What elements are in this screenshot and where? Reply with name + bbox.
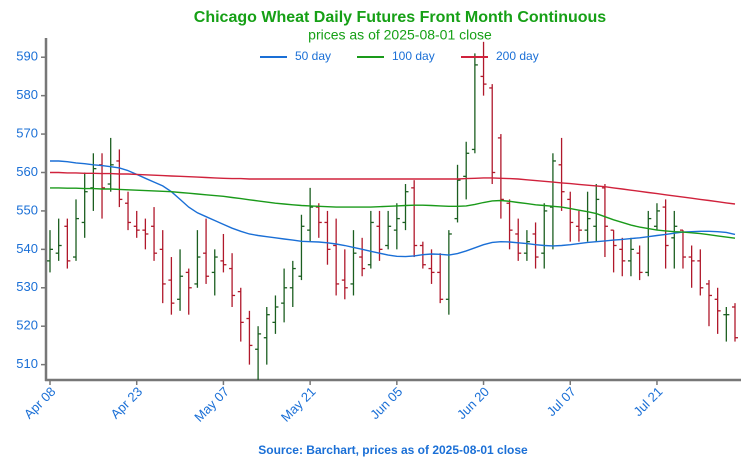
legend-label: 200 day [496,49,539,63]
x-tick-label: Apr 23 [108,384,146,422]
y-tick-label: 550 [16,202,38,217]
y-tick-label: 530 [16,279,38,294]
chart-subtitle: prices as of 2025-08-01 close [308,27,492,43]
y-tick-label: 540 [16,241,38,256]
x-tick-label: May 21 [278,384,319,425]
y-tick-label: 510 [16,356,38,371]
x-tick-label: Jun 20 [454,384,492,422]
x-tick-label: Jun 05 [367,384,405,422]
y-tick-label: 560 [16,164,38,179]
y-tick-label: 580 [16,87,38,102]
legend-label: 100 day [392,49,435,63]
y-tick-label: 570 [16,126,38,141]
ma-line [50,171,736,205]
ma-line [50,187,736,239]
source-note: Source: Barchart, prices as of 2025-08-0… [258,443,528,457]
x-tick-label: Jul 07 [544,384,579,419]
x-tick-label: May 07 [191,384,232,425]
chart-title: Chicago Wheat Daily Futures Front Month … [194,9,607,26]
ma-line [50,160,736,258]
x-tick-label: Apr 08 [21,384,59,422]
y-tick-label: 590 [16,49,38,64]
legend-label: 50 day [295,49,331,63]
x-tick-label: Jul 21 [630,384,665,419]
y-tick-label: 520 [16,318,38,333]
